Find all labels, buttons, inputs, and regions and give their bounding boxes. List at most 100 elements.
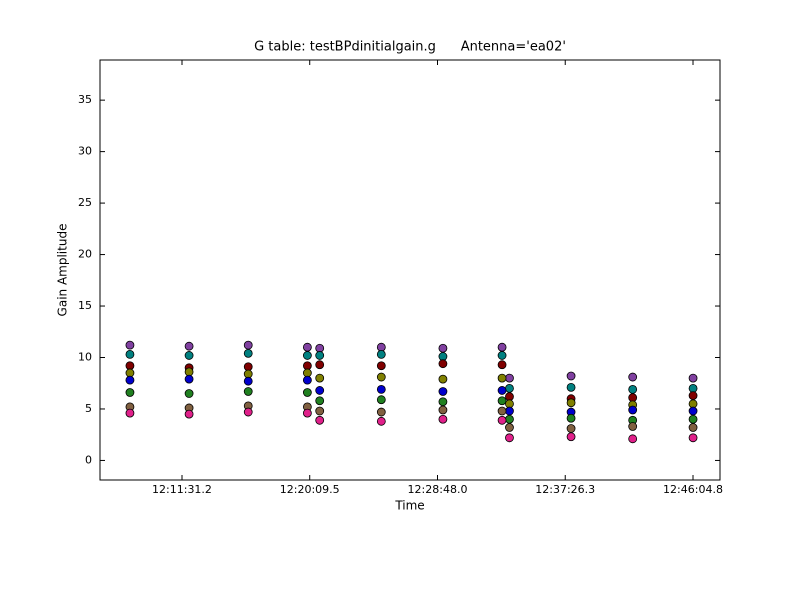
- y-tick-label: 25: [78, 196, 92, 209]
- point: [688, 399, 698, 409]
- point: [302, 375, 312, 385]
- point: [302, 388, 312, 397]
- point: [315, 373, 325, 383]
- y-tick-label: 30: [78, 145, 92, 158]
- point: [315, 396, 325, 406]
- point: [302, 368, 312, 378]
- point: [438, 397, 448, 407]
- point: [438, 343, 448, 353]
- x-tick-label: 12:11:31.2: [152, 483, 212, 496]
- point: [302, 361, 312, 371]
- point: [505, 423, 514, 432]
- point: [628, 434, 638, 444]
- point: [302, 408, 312, 418]
- point: [376, 350, 386, 359]
- point: [505, 392, 514, 402]
- point: [505, 399, 514, 409]
- point: [628, 422, 638, 431]
- point: [376, 372, 386, 382]
- point: [243, 387, 253, 396]
- point: [125, 340, 135, 350]
- point: [184, 409, 194, 419]
- point: [243, 362, 253, 372]
- point: [688, 383, 698, 393]
- point: [125, 368, 135, 378]
- x-tick-label: 12:20:09.5: [280, 483, 340, 496]
- x-tick-label: 12:46:04.8: [663, 483, 723, 496]
- point: [243, 369, 253, 379]
- point: [302, 342, 312, 352]
- point: [438, 414, 448, 424]
- point: [497, 373, 507, 383]
- point: [376, 407, 386, 417]
- point: [438, 352, 448, 361]
- point: [497, 415, 507, 425]
- y-tick-label: 10: [78, 351, 92, 364]
- y-tick-label: 35: [78, 93, 92, 106]
- point: [184, 341, 194, 351]
- point: [497, 406, 507, 416]
- point: [505, 383, 514, 393]
- point: [628, 393, 638, 403]
- y-tick-label: 20: [78, 248, 92, 261]
- point: [376, 361, 386, 371]
- chart-title: G table: testBPdinitialgain.g Antenna='e…: [254, 40, 566, 55]
- point: [315, 351, 325, 360]
- point: [438, 374, 448, 384]
- point: [497, 360, 507, 370]
- point: [505, 406, 514, 416]
- point: [125, 375, 135, 385]
- point: [566, 424, 576, 433]
- point: [688, 423, 698, 432]
- point: [505, 414, 514, 424]
- point: [688, 373, 698, 383]
- point: [376, 385, 386, 394]
- point: [566, 413, 576, 423]
- point: [688, 414, 698, 424]
- point: [243, 376, 253, 386]
- point: [566, 371, 576, 381]
- point: [566, 382, 576, 392]
- point: [505, 373, 514, 383]
- point: [628, 405, 638, 415]
- point: [497, 342, 507, 352]
- point: [315, 386, 325, 395]
- point: [315, 343, 325, 353]
- point: [184, 351, 194, 360]
- point: [125, 408, 135, 418]
- point: [315, 406, 325, 416]
- point: [497, 386, 507, 395]
- x-tick-label: 12:28:48.0: [408, 483, 468, 496]
- point: [438, 359, 448, 369]
- point: [376, 342, 386, 352]
- point: [628, 372, 638, 382]
- point: [243, 340, 253, 350]
- point: [688, 406, 698, 416]
- point: [566, 432, 576, 442]
- point: [688, 391, 698, 400]
- point: [566, 398, 576, 408]
- point: [315, 415, 325, 425]
- y-tick-label: 15: [78, 299, 92, 312]
- point: [243, 407, 253, 417]
- point: [497, 351, 507, 360]
- y-tick-label: 5: [85, 402, 92, 415]
- y-tick-label: 0: [85, 453, 92, 466]
- x-tick-label: 12:37:26.3: [535, 483, 595, 496]
- point: [497, 396, 507, 406]
- point: [302, 351, 312, 360]
- point: [628, 385, 638, 394]
- point: [125, 350, 135, 359]
- point: [438, 405, 448, 415]
- point: [184, 389, 194, 398]
- point: [505, 433, 514, 443]
- point: [125, 388, 135, 397]
- point: [315, 360, 325, 370]
- point: [438, 387, 448, 396]
- y-axis-label: Gain Amplitude: [56, 224, 70, 317]
- point: [688, 433, 698, 443]
- point: [125, 361, 135, 371]
